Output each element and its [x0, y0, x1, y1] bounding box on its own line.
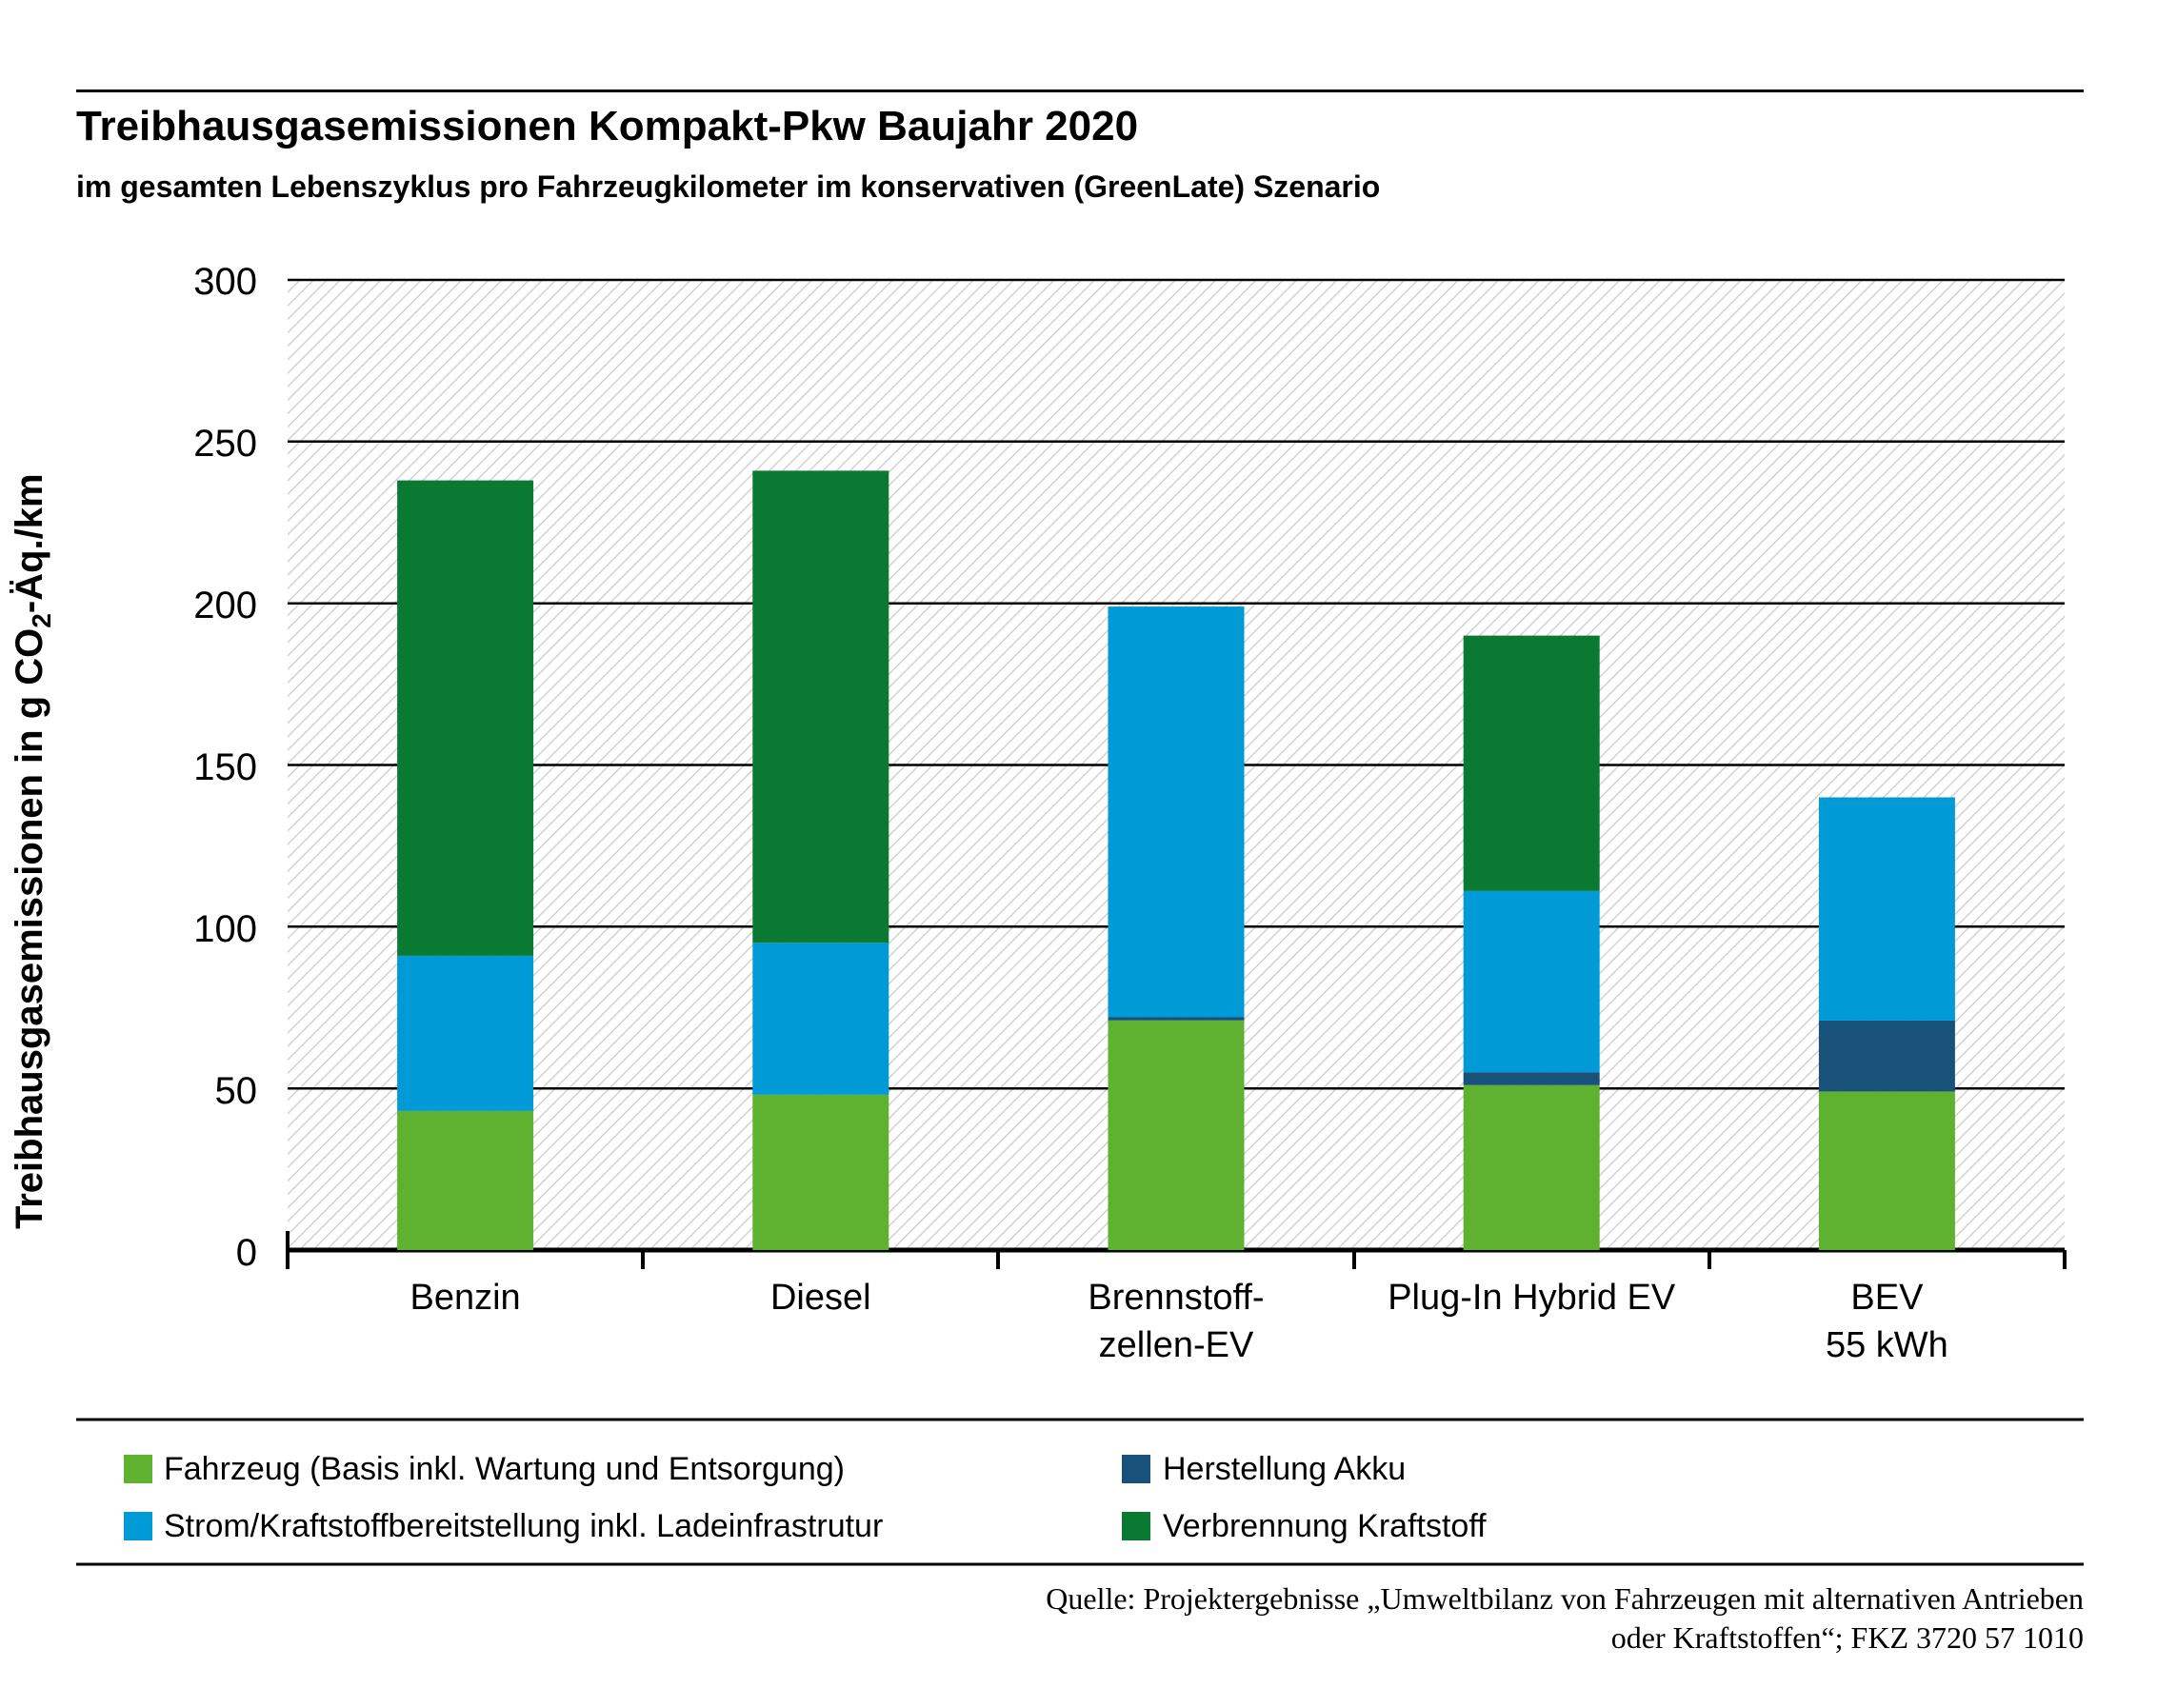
svg-text:Fahrzeug (Basis inkl. Wartung: Fahrzeug (Basis inkl. Wartung und Entsor… — [164, 1451, 845, 1487]
svg-text:55 kWh: 55 kWh — [1826, 1325, 1948, 1365]
svg-text:100: 100 — [193, 908, 257, 950]
svg-text:Strom/Kraftstoffbereitstellung: Strom/Kraftstoffbereitstellung inkl. Lad… — [164, 1508, 883, 1544]
svg-text:50: 50 — [215, 1070, 258, 1112]
svg-text:300: 300 — [193, 261, 257, 303]
svg-text:0: 0 — [236, 1232, 257, 1274]
svg-text:250: 250 — [193, 423, 257, 465]
svg-text:BEV: BEV — [1850, 1278, 1924, 1318]
svg-text:150: 150 — [193, 746, 257, 788]
svg-text:oder Kraftstoffen“; FKZ 3720 5: oder Kraftstoffen“; FKZ 3720 57 1010 — [1611, 1620, 2084, 1655]
svg-text:Benzin: Benzin — [409, 1278, 520, 1318]
svg-text:200: 200 — [193, 585, 257, 626]
svg-text:Plug-In Hybrid EV: Plug-In Hybrid EV — [1388, 1278, 1676, 1318]
svg-text:Herstellung Akku: Herstellung Akku — [1163, 1451, 1406, 1487]
svg-text:Diesel: Diesel — [770, 1278, 871, 1318]
svg-text:Verbrennung Kraftstoff: Verbrennung Kraftstoff — [1163, 1508, 1487, 1544]
svg-text:Quelle: Projektergebnisse „Umw: Quelle: Projektergebnisse „Umweltbilanz … — [1046, 1581, 2084, 1616]
svg-text:zellen-EV: zellen-EV — [1099, 1325, 1254, 1365]
svg-text:Brennstoff-: Brennstoff- — [1088, 1278, 1264, 1318]
